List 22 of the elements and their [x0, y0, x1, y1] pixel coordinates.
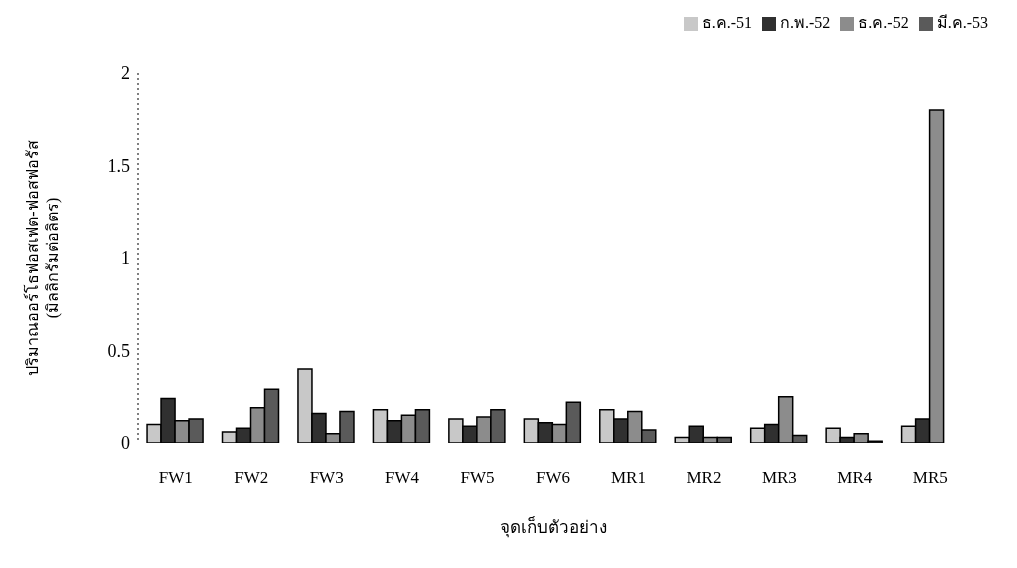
x-axis-title: จุดเก็บตัวอย่าง	[499, 516, 607, 538]
x-tick-label: FW4	[385, 468, 420, 488]
y-tick-label: 1.5	[107, 155, 130, 176]
legend-label: มี.ค.-53	[936, 14, 988, 31]
y-tick-label: 0	[121, 433, 130, 454]
legend-label: ธ.ค.-51	[701, 14, 753, 31]
x-tick-label: FW1	[158, 468, 193, 488]
legend-label: ธ.ค.-52	[858, 14, 909, 31]
y-tick-label: 0.5	[107, 340, 130, 361]
x-tick-label: FW6	[536, 468, 570, 488]
x-tick-label: FW2	[234, 468, 269, 488]
y-tick-label: 1	[121, 248, 130, 269]
x-tick-label: MR2	[686, 468, 722, 488]
y-tick-label: 2	[121, 63, 130, 84]
x-tick-label: MR1	[610, 468, 646, 488]
x-tick-label: MR3	[761, 468, 797, 488]
legend-label: ก.พ.-52	[780, 14, 831, 31]
y-axis-title: ปริมาณออร์โธฟอสเฟต-ฟอสฟอรัส (มิลลิกรัมต่อลิตร)	[23, 140, 62, 376]
x-tick-label: FW5	[460, 468, 495, 488]
x-tick-label: MR5	[912, 468, 948, 488]
x-tick-label: MR4	[837, 468, 873, 488]
x-tick-label: FW3	[309, 468, 344, 488]
